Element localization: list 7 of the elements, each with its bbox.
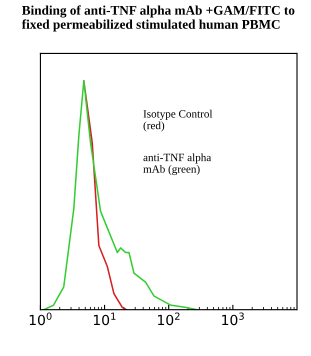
x-tick-label: 10$^{2}$ bbox=[158, 312, 180, 326]
x-tick-label: 10$^{3}$ bbox=[222, 312, 244, 326]
annotation: anti-TNF alpha mAb (green) bbox=[143, 153, 212, 176]
chart-title: Binding of anti-TNF alpha mAb +GAM/FITC to fixed permeabilized stimulated human PBMC bbox=[22, 5, 294, 32]
x-tick-label: 10$^{0}$ bbox=[30, 312, 52, 326]
annotation: Isotype Control (red) bbox=[143, 110, 212, 132]
x-tick-label: 10$^{1}$ bbox=[94, 312, 116, 326]
